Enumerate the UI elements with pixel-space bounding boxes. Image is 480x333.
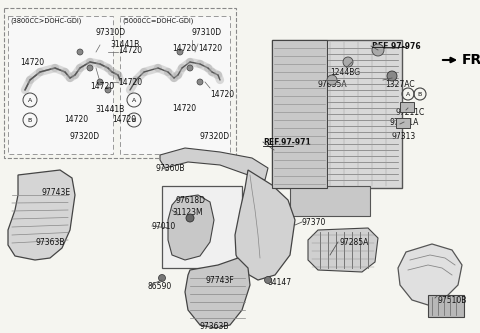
Text: 97510B: 97510B — [437, 296, 467, 305]
Text: 97743E: 97743E — [42, 188, 71, 197]
Text: 97363B: 97363B — [36, 238, 65, 247]
Text: 14720: 14720 — [118, 78, 142, 87]
Text: A: A — [132, 98, 136, 103]
Text: 97261A: 97261A — [390, 118, 420, 127]
Text: FR.: FR. — [462, 53, 480, 67]
Text: 97320D: 97320D — [70, 132, 100, 141]
Text: 1244BG: 1244BG — [330, 68, 360, 77]
Circle shape — [187, 65, 193, 71]
Polygon shape — [398, 244, 462, 305]
Bar — [428, 295, 464, 317]
Bar — [272, 40, 327, 188]
Text: 31123M: 31123M — [172, 208, 203, 217]
Polygon shape — [160, 148, 268, 180]
Circle shape — [87, 65, 93, 71]
Text: A: A — [28, 98, 32, 103]
Bar — [162, 186, 242, 268]
Circle shape — [387, 71, 397, 81]
Text: 97310D: 97310D — [95, 28, 125, 37]
Text: 84147: 84147 — [268, 278, 292, 287]
Text: 14720: 14720 — [172, 104, 196, 113]
Circle shape — [264, 276, 272, 283]
Circle shape — [186, 214, 194, 222]
Text: B: B — [132, 118, 136, 123]
Bar — [400, 102, 414, 112]
Text: 97743F: 97743F — [205, 276, 234, 285]
Circle shape — [177, 49, 183, 55]
Text: REF.97-971: REF.97-971 — [263, 138, 311, 147]
Polygon shape — [235, 170, 295, 280]
Text: 14720: 14720 — [198, 44, 222, 53]
Text: 14720: 14720 — [118, 46, 142, 55]
Text: 14720: 14720 — [112, 115, 136, 124]
Text: 1327AC: 1327AC — [385, 80, 415, 89]
Text: 97310D: 97310D — [192, 28, 222, 37]
Circle shape — [343, 57, 353, 67]
Text: 97618D: 97618D — [175, 196, 205, 205]
Text: 97320D: 97320D — [200, 132, 230, 141]
Text: 14720: 14720 — [210, 90, 234, 99]
Text: REF 97-976: REF 97-976 — [372, 42, 420, 51]
Text: 97211C: 97211C — [396, 108, 425, 117]
Circle shape — [77, 49, 83, 55]
Text: 97285A: 97285A — [340, 238, 370, 247]
Bar — [4, 8, 236, 158]
Circle shape — [327, 75, 337, 85]
Polygon shape — [308, 228, 378, 272]
Circle shape — [197, 79, 203, 85]
Text: 14720: 14720 — [20, 58, 44, 67]
Text: (5000CC=DOHC-GDI): (5000CC=DOHC-GDI) — [122, 17, 193, 24]
Bar — [396, 118, 410, 128]
Text: 14720: 14720 — [172, 44, 196, 53]
Text: B: B — [418, 92, 422, 97]
Bar — [120, 16, 230, 154]
Text: 97655A: 97655A — [318, 80, 348, 89]
Polygon shape — [168, 195, 214, 260]
Circle shape — [372, 44, 384, 56]
Text: 97370: 97370 — [302, 218, 326, 227]
Text: 14720: 14720 — [64, 115, 88, 124]
Bar — [272, 40, 402, 188]
Text: 97313: 97313 — [392, 132, 416, 141]
Text: 86590: 86590 — [148, 282, 172, 291]
Polygon shape — [185, 258, 250, 328]
Text: 97360B: 97360B — [155, 164, 184, 173]
Text: 31441B: 31441B — [95, 105, 124, 114]
Text: (3800CC>DOHC-GDI): (3800CC>DOHC-GDI) — [10, 17, 82, 24]
Circle shape — [158, 274, 166, 281]
Text: B: B — [28, 118, 32, 123]
Bar — [8, 16, 113, 154]
Circle shape — [97, 79, 103, 85]
Circle shape — [105, 87, 111, 93]
Text: 14720: 14720 — [90, 82, 114, 91]
Text: 97363B: 97363B — [200, 322, 229, 331]
Text: 97010: 97010 — [152, 222, 176, 231]
Text: 31441B: 31441B — [110, 40, 139, 49]
Text: A: A — [406, 92, 410, 97]
Bar — [290, 186, 370, 216]
Polygon shape — [8, 170, 75, 260]
